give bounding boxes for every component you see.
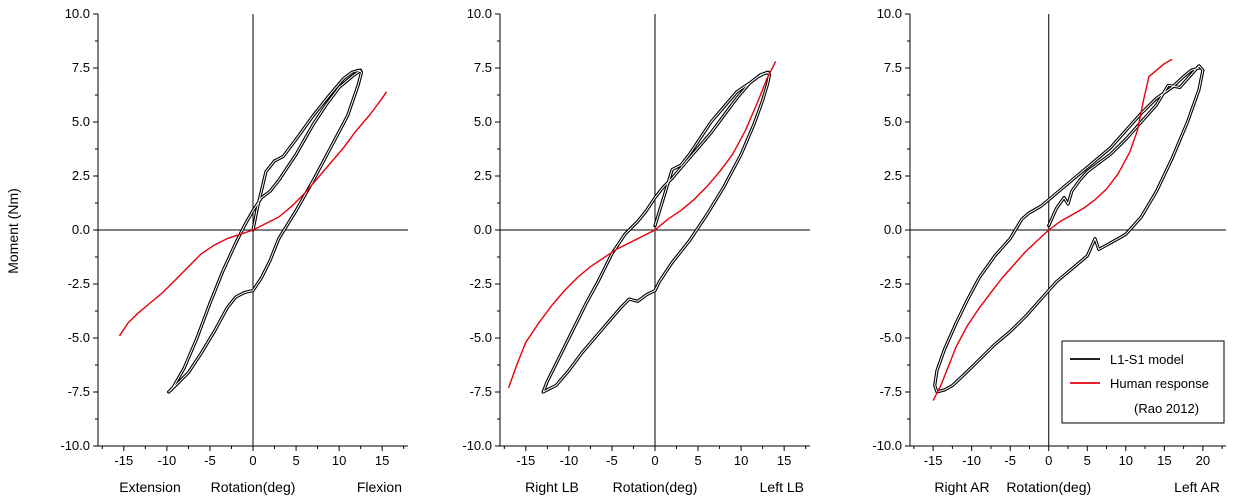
chart-panels: -10.0 -7.5 -5.0 -2.5 0.0 2.5 5.0 7.5 10.0 -15 -10 -… <box>60 6 1226 495</box>
x-tick-label: -10 <box>559 453 578 468</box>
y-tick-label: -7.5 <box>470 384 492 399</box>
x-axis-title: Rotation(deg) <box>613 479 698 495</box>
y-tick-label: -5.0 <box>880 330 902 345</box>
x-label-left: Right LB <box>525 479 579 495</box>
y-tick-label: 5.0 <box>72 114 90 129</box>
x-tick-label: 5 <box>694 453 701 468</box>
y-tick-label: 2.5 <box>474 168 492 183</box>
x-axis-title: Rotation(deg) <box>211 479 296 495</box>
x-tick-label: 15 <box>777 453 791 468</box>
x-tick-label: 0 <box>1045 453 1052 468</box>
x-label-right: Left AR <box>1174 479 1220 495</box>
y-axis-label: Moment (Nm) <box>5 188 21 274</box>
x-tick-label: -10 <box>962 453 981 468</box>
x-tick-label: 15 <box>1157 453 1171 468</box>
legend-note: (Rao 2012) <box>1134 401 1199 416</box>
y-tick-label: 10.0 <box>65 6 90 21</box>
x-tick-label: 5 <box>1084 453 1091 468</box>
y-tick-label: 10.0 <box>467 6 492 21</box>
y-tick-label: 2.5 <box>884 168 902 183</box>
y-tick-label: 5.0 <box>884 114 902 129</box>
y-tick-label: -2.5 <box>68 276 90 291</box>
x-label-right: Flexion <box>357 479 402 495</box>
x-tick-label: 10 <box>734 453 748 468</box>
x-label-left: Right AR <box>934 479 989 495</box>
x-tick-label: 0 <box>249 453 256 468</box>
series-line-model-gap <box>934 65 1204 393</box>
x-label-left: Extension <box>119 479 180 495</box>
x-tick-label: -15 <box>114 453 133 468</box>
x-tick-label: 10 <box>1119 453 1133 468</box>
x-tick-label: 0 <box>651 453 658 468</box>
y-tick-label: 0.0 <box>72 222 90 237</box>
y-tick-label: -10.0 <box>872 438 902 453</box>
y-tick-label: -10.0 <box>60 438 90 453</box>
y-tick-label: -5.0 <box>470 330 492 345</box>
series-line-human <box>118 91 388 337</box>
chart-panel-3: -10.0 -7.5 -5.0 -2.5 0.0 2.5 5.0 7.5 10.0 -15 -10 -… <box>872 6 1226 495</box>
series-line-model-gap <box>168 69 362 393</box>
y-tick-label: -2.5 <box>470 276 492 291</box>
y-tick-label: -5.0 <box>68 330 90 345</box>
series-line-human <box>932 58 1173 401</box>
y-tick-label: 7.5 <box>884 60 902 75</box>
y-tick-label: 0.0 <box>474 222 492 237</box>
x-tick-label: -5 <box>1004 453 1016 468</box>
y-tick-label: -10.0 <box>462 438 492 453</box>
series-line-model-outer <box>167 68 364 394</box>
series-line-human <box>507 61 777 388</box>
y-tick-label: 2.5 <box>72 168 90 183</box>
x-axis-title: Rotation(deg) <box>1006 479 1091 495</box>
y-tick-label: -7.5 <box>68 384 90 399</box>
y-tick-label: -2.5 <box>880 276 902 291</box>
x-tick-label: -15 <box>516 453 535 468</box>
y-tick-label: -7.5 <box>880 384 902 399</box>
chart-panel-1: -10.0 -7.5 -5.0 -2.5 0.0 2.5 5.0 7.5 10.0 -15 -10 -… <box>60 6 408 495</box>
x-tick-label: -5 <box>606 453 618 468</box>
chart-panel-2: -10.0 -7.5 -5.0 -2.5 0.0 2.5 5.0 7.5 10.0 -15 -10 -… <box>462 6 810 495</box>
y-tick-label: 10.0 <box>877 6 902 21</box>
y-tick-label: 7.5 <box>72 60 90 75</box>
y-tick-label: 0.0 <box>884 222 902 237</box>
x-tick-label: 10 <box>332 453 346 468</box>
legend-label: Human response <box>1110 376 1209 391</box>
x-label-right: Left LB <box>760 479 804 495</box>
x-tick-label: -15 <box>924 453 943 468</box>
x-tick-label: -5 <box>204 453 216 468</box>
x-tick-label: -10 <box>157 453 176 468</box>
x-tick-label: 15 <box>375 453 389 468</box>
series-line-model-gap <box>542 71 770 393</box>
legend-label: L1-S1 model <box>1110 352 1184 367</box>
x-tick-label: 20 <box>1196 453 1210 468</box>
y-tick-label: 5.0 <box>474 114 492 129</box>
series-line-model-outer <box>541 70 772 394</box>
legend-box <box>1061 340 1225 424</box>
x-tick-label: 5 <box>292 453 299 468</box>
y-tick-label: 7.5 <box>474 60 492 75</box>
